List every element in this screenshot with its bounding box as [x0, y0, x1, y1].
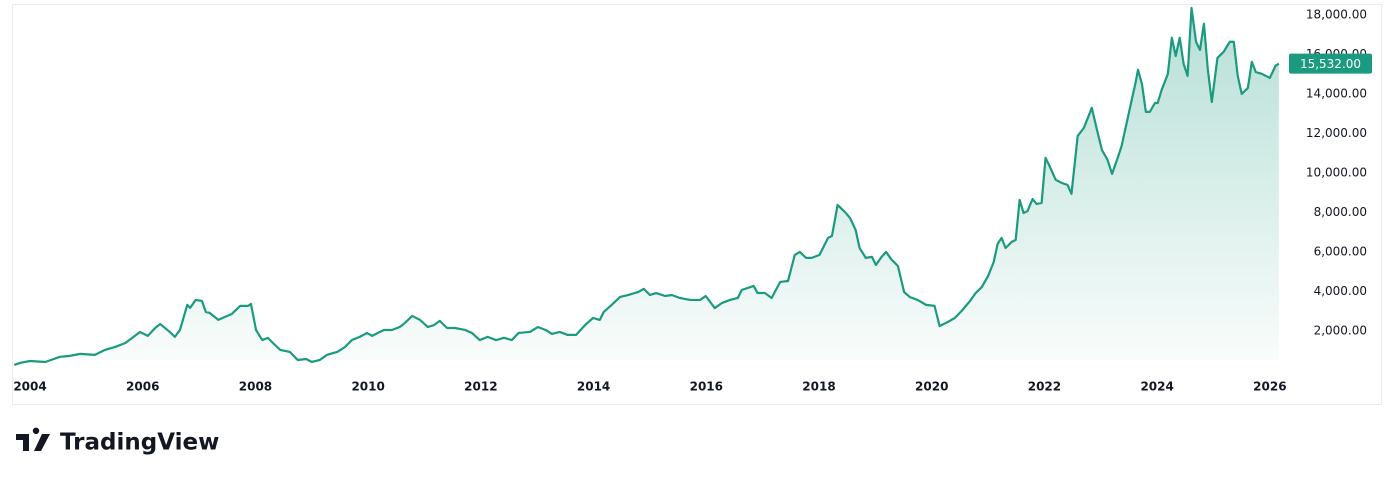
y-tick-label: 8,000.00 [1314, 205, 1367, 219]
logo-icon [16, 427, 50, 451]
x-tick-label: 2004 [13, 380, 46, 394]
last-price-tag [1289, 53, 1372, 74]
x-tick-label: 2010 [351, 380, 384, 394]
x-tick-label: 2018 [802, 380, 835, 394]
x-tick-label: 2006 [126, 380, 159, 394]
price-line [13, 6, 1280, 366]
y-tick-label: 4,000.00 [1314, 284, 1367, 298]
y-tick-label: 6,000.00 [1314, 244, 1367, 258]
x-tick-label: 2026 [1253, 380, 1286, 394]
y-tick-label: 10,000.00 [1306, 165, 1367, 179]
x-tick-label: 2016 [690, 380, 723, 394]
area-fill [14, 7, 1279, 365]
x-tick-label: 2022 [1028, 380, 1061, 394]
y-tick-label: 14,000.00 [1306, 86, 1367, 100]
x-tick-label: 2008 [239, 380, 272, 394]
brand-name: TradingView [60, 430, 219, 456]
last-price-label: 15,532.00 [1300, 57, 1361, 71]
x-tick-label: 2020 [915, 380, 948, 394]
x-tick-label: 2012 [464, 380, 497, 394]
axes: 2,000.00 4,000.00 6,000.00 8,000.00 10,000.0… [13, 7, 1372, 394]
chart-frame [12, 4, 1382, 405]
logo: TradingView [16, 427, 219, 456]
y-tick-label: 18,000.00 [1306, 7, 1367, 21]
y-tick-label: 2,000.00 [1314, 323, 1367, 337]
x-tick-label: 2014 [577, 380, 610, 394]
x-tick-label: 2024 [1140, 380, 1173, 394]
y-tick-label: 12,000.00 [1306, 126, 1367, 140]
plot-area [13, 6, 1280, 366]
